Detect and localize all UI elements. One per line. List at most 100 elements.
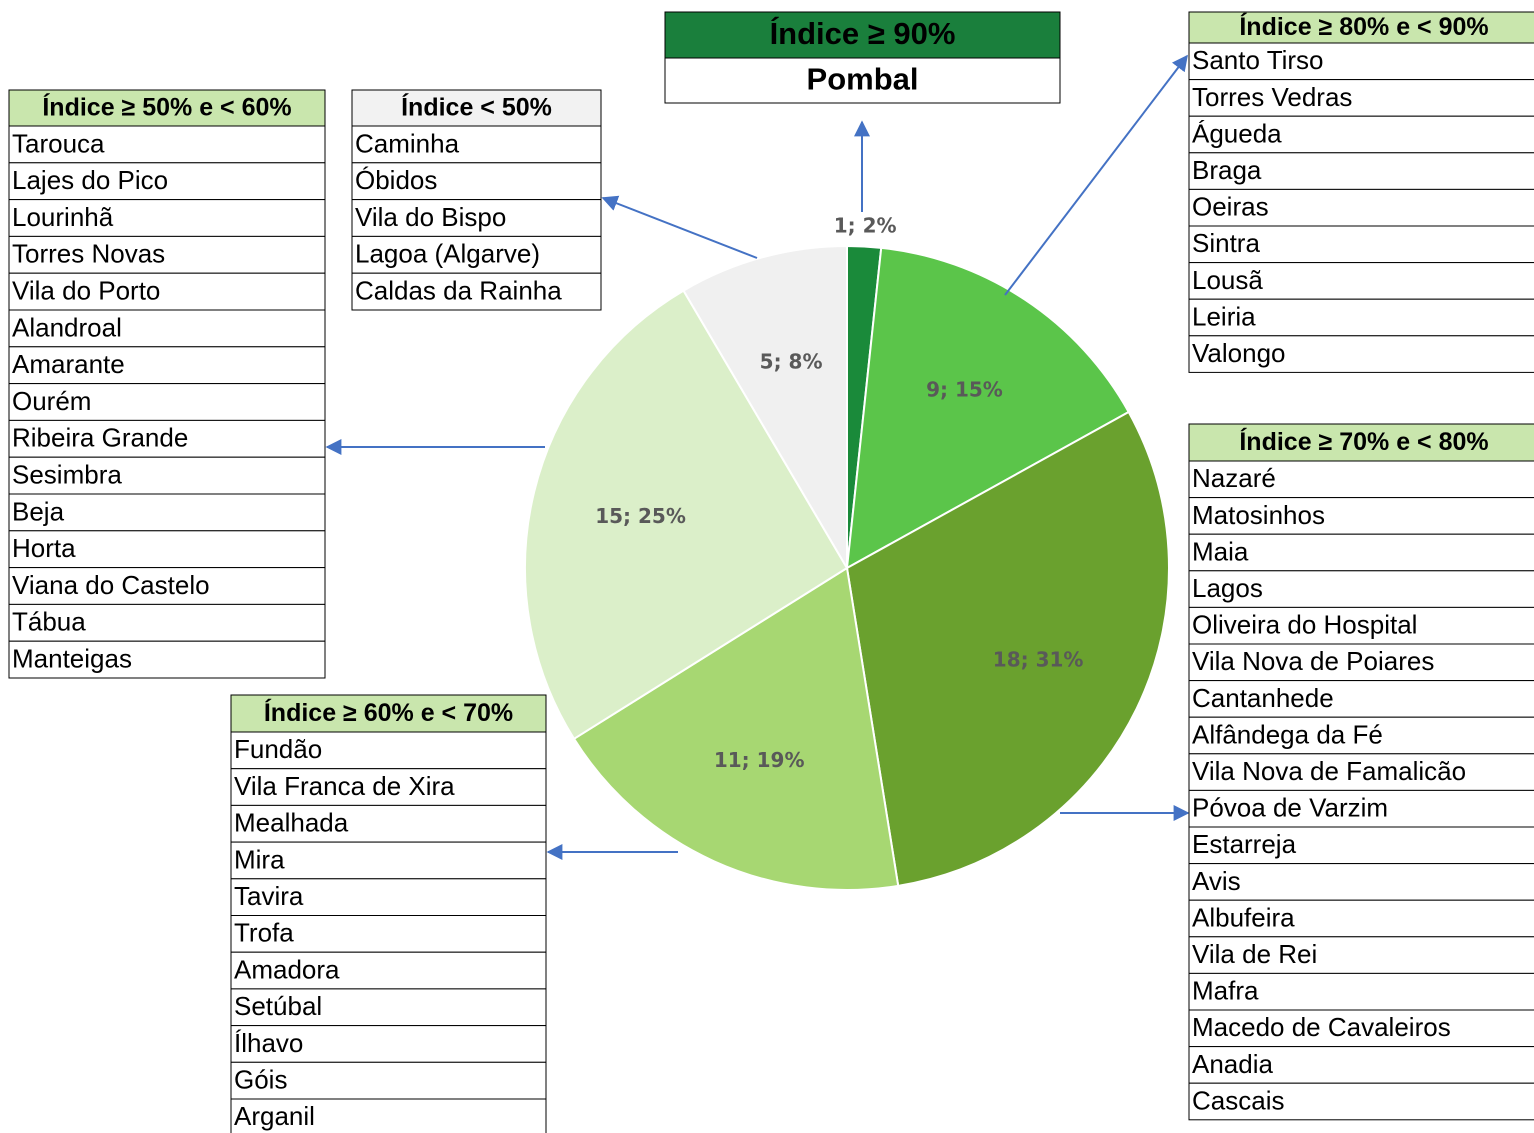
table-row: Nazaré xyxy=(1192,463,1276,493)
table-header: Índice ≥ 60% e < 70% xyxy=(264,698,513,727)
data-label: 11; 19% xyxy=(714,748,805,772)
table-row: Tábua xyxy=(12,607,86,637)
table-row: Avis xyxy=(1192,866,1241,896)
table-cell xyxy=(8,272,326,311)
table-header: Índice ≥ 70% e < 80% xyxy=(1239,427,1488,456)
table-row: Beja xyxy=(12,496,65,526)
table-row: Vila do Bispo xyxy=(355,202,506,232)
data-label: 18; 31% xyxy=(993,647,1084,671)
table-cell xyxy=(1188,42,1534,81)
arrows xyxy=(325,54,1190,860)
table-cell xyxy=(230,1061,547,1100)
table-row: Horta xyxy=(12,533,76,563)
table-cell xyxy=(230,841,547,880)
table-cell xyxy=(8,419,326,458)
table-row: Albufeira xyxy=(1192,902,1295,932)
table: Índice ≥ 60% e < 70% Fundão Vila Franca de… xyxy=(230,694,547,1133)
table-header-cell xyxy=(8,89,326,127)
table-row: Mafra xyxy=(1192,976,1259,1006)
table-row: Amarante xyxy=(12,349,125,379)
table-row: Alfândega da Fé xyxy=(1192,719,1383,749)
table-row: Mira xyxy=(234,844,285,874)
table-row: Sesimbra xyxy=(12,459,122,489)
table-cell xyxy=(1188,79,1534,117)
table: Índice ≥ 50% e < 60% Tarouca Lajes do Pico… xyxy=(8,89,326,679)
table-row: Ourém xyxy=(12,386,91,416)
table-cell xyxy=(230,878,547,916)
table-cell xyxy=(230,768,547,806)
table: Índice ≥ 90% Pombal xyxy=(664,11,1061,104)
pie-slice xyxy=(845,410,1170,888)
table-row: Maia xyxy=(1192,536,1249,566)
table-row: Cascais xyxy=(1192,1085,1284,1115)
table-header-cell xyxy=(230,694,547,733)
table-row: Valongo xyxy=(1192,338,1286,368)
pie-slice xyxy=(572,566,900,891)
table-cell xyxy=(1188,643,1534,682)
table-row: Vila Nova de Poiares xyxy=(1192,646,1434,676)
table-cell xyxy=(1188,152,1534,190)
table-cell xyxy=(1188,570,1534,608)
table-cell xyxy=(230,915,547,953)
table-row: Águeda xyxy=(1192,118,1282,148)
table-row: Macedo de Cavaleiros xyxy=(1192,1012,1451,1042)
table: Índice ≥ 70% e < 80% Nazaré Matosinhos Maia… xyxy=(1188,423,1534,1121)
table-row: Tarouca xyxy=(12,128,105,158)
table-row: Amadora xyxy=(234,954,340,984)
table-row: Oeiras xyxy=(1192,192,1269,222)
table-cell xyxy=(230,804,547,843)
table-cell xyxy=(1188,460,1534,499)
table-row: Arganil xyxy=(234,1101,315,1131)
table-row: Vila do Porto xyxy=(12,275,160,305)
table-cell xyxy=(230,731,547,770)
table-row: Fundão xyxy=(234,734,322,764)
table-row: Caldas da Rainha xyxy=(355,275,562,305)
table: Índice < 50% Caminha Óbidos Vila do Bispo La… xyxy=(351,89,602,311)
table-row: Vila Franca de Xira xyxy=(234,771,455,801)
table-header: Índice ≥ 50% e < 60% xyxy=(42,93,291,122)
table-cell xyxy=(8,530,326,569)
table-row: Oliveira do Hospital xyxy=(1192,610,1417,640)
table-row: Lagos xyxy=(1192,573,1263,603)
table-header-cell xyxy=(664,11,1061,59)
table-row: Alandroal xyxy=(12,312,122,342)
table-row: Trofa xyxy=(234,918,294,948)
table-row: Lousã xyxy=(1192,265,1263,295)
table-row: Leiria xyxy=(1192,301,1256,331)
table-row: Ílhavo xyxy=(234,1028,303,1058)
table-row: Vila de Rei xyxy=(1192,939,1317,969)
table-row: Póvoa de Varzim xyxy=(1192,793,1388,823)
table-cell xyxy=(8,235,326,274)
table-cell xyxy=(230,988,547,1027)
table-row: Cantanhede xyxy=(1192,683,1334,713)
pie-slice xyxy=(524,289,849,741)
table-row: Braga xyxy=(1192,155,1262,185)
table-row: Lajes do Pico xyxy=(12,165,168,195)
table-header: Índice < 50% xyxy=(401,93,552,122)
data-label: 5; 8% xyxy=(760,349,823,373)
table-row: Vila Nova de Famalicão xyxy=(1192,756,1466,786)
table-row: Pombal xyxy=(807,62,919,97)
data-label: 9; 15% xyxy=(926,377,1003,401)
table-row: Viana do Castelo xyxy=(12,570,210,600)
table-row: Setúbal xyxy=(234,991,322,1021)
table-header-cell xyxy=(1188,11,1534,44)
table-row: Mealhada xyxy=(234,808,349,838)
table-header: Índice ≥ 90% xyxy=(770,16,956,51)
table-cell xyxy=(351,272,602,311)
table-row: Matosinhos xyxy=(1192,500,1325,530)
table-cell xyxy=(1188,863,1534,901)
pie-slice xyxy=(845,246,1131,570)
arrow xyxy=(601,195,758,259)
table-cell xyxy=(1188,1046,1534,1084)
table-cell xyxy=(351,125,602,164)
table-cell xyxy=(664,57,1061,104)
table: Índice ≥ 80% e < 90% Santo Tirso Torres Ve… xyxy=(1188,11,1534,373)
table-cell xyxy=(1188,298,1534,337)
table-cell xyxy=(1188,188,1534,227)
data-label: 15; 25% xyxy=(595,504,686,528)
table-row: Torres Vedras xyxy=(1192,82,1352,112)
table-cell xyxy=(1188,1082,1534,1121)
table-row: Manteigas xyxy=(12,643,132,673)
